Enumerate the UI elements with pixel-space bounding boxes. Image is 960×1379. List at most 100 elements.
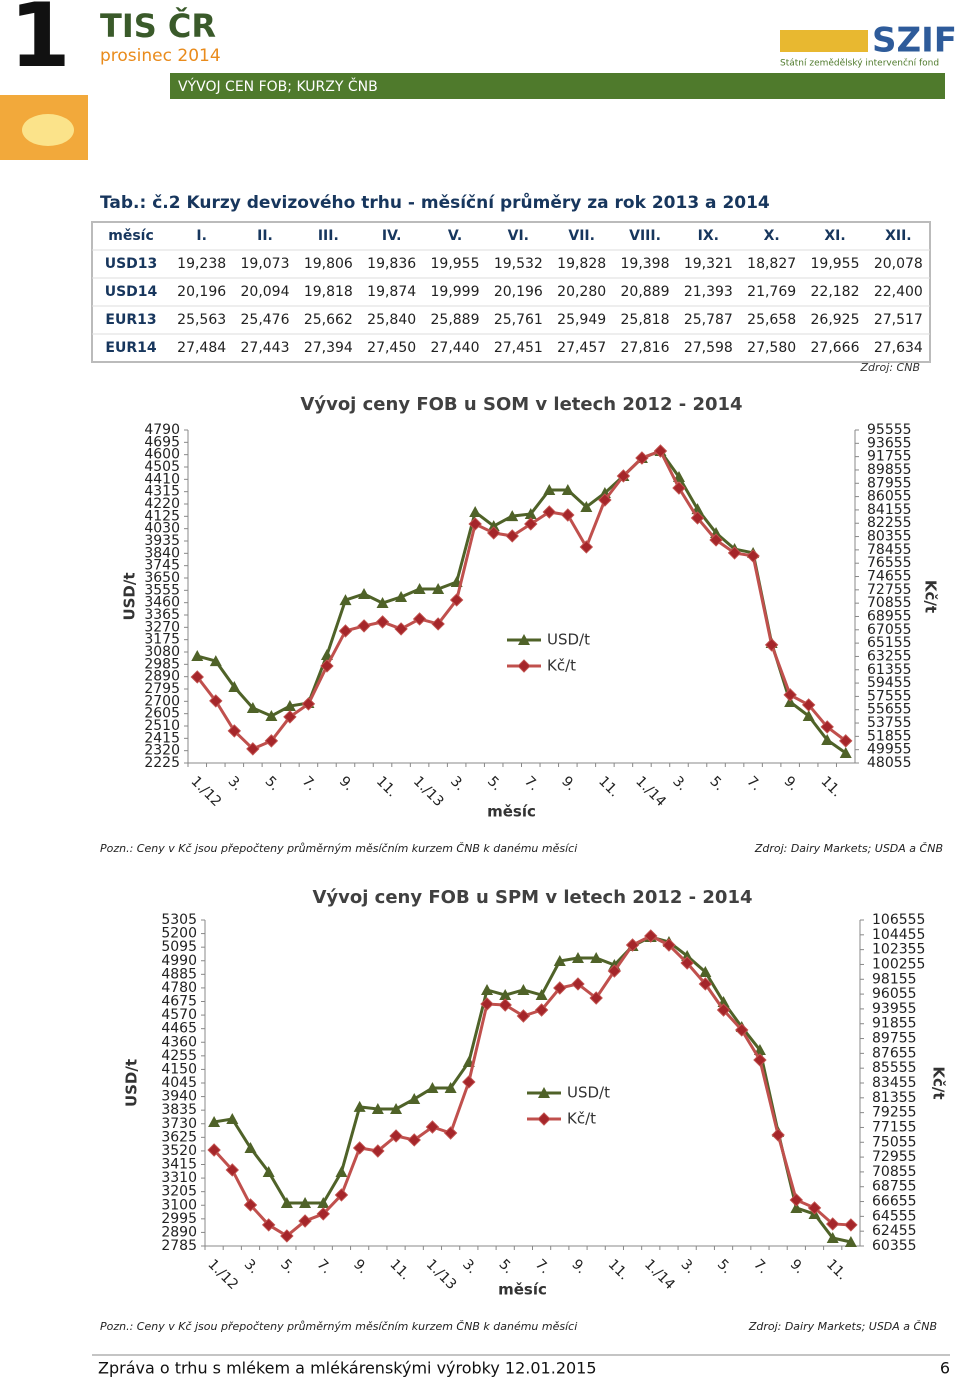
x-tick-label: 3. (669, 773, 690, 794)
marker (553, 955, 566, 967)
table-cell: 20,280 (557, 284, 606, 300)
y-tick-label: 4505 (144, 459, 180, 475)
y2-tick-label: 87655 (872, 1045, 917, 1061)
marker (481, 983, 494, 995)
marker (516, 1009, 531, 1023)
x-tick-label: 3. (225, 773, 246, 794)
y2-tick-label: 53755 (867, 715, 912, 731)
column-header: I. (196, 228, 207, 244)
cheese-icon (22, 114, 74, 146)
y-tick-label: 5095 (161, 939, 197, 955)
table-cell: 19,836 (367, 256, 416, 272)
marker (335, 1166, 348, 1178)
marker (680, 956, 694, 970)
chart-note: Pozn.: Ceny v Kč jsou přepočteny průměrn… (100, 1320, 577, 1333)
table-cell: 22,400 (874, 284, 923, 300)
x-tick-label: 9. (787, 1256, 808, 1277)
x-tick-label: 11. (595, 773, 622, 800)
marker (844, 1235, 857, 1247)
series-line (213, 935, 852, 1244)
table-cell: 27,450 (367, 340, 416, 356)
table-cell: 18,827 (747, 256, 796, 272)
y-tick-label: 4675 (161, 994, 197, 1010)
marker (317, 1197, 330, 1209)
x-tick-label: 7. (521, 773, 542, 794)
column-header: IV. (382, 228, 402, 244)
y-tick-label: 4315 (144, 484, 180, 500)
table-frame (91, 221, 931, 363)
marker (228, 681, 241, 693)
table-cell: 25,563 (177, 312, 226, 328)
marker (709, 533, 723, 547)
marker (298, 1214, 312, 1228)
table-cell: 19,955 (431, 256, 480, 272)
y2-tick-label: 89755 (872, 1031, 917, 1047)
table-cell: 19,238 (177, 256, 226, 272)
y-tick-label: 4360 (161, 1034, 197, 1050)
table-cell: 27,394 (304, 340, 353, 356)
marker (264, 734, 279, 748)
marker (358, 587, 371, 599)
column-header: X. (764, 228, 780, 244)
table-cell: 25,840 (367, 312, 416, 328)
table-cell: 19,999 (431, 284, 480, 300)
page-number: 6 (940, 1359, 950, 1378)
x-tick-label: 3. (677, 1256, 698, 1277)
x-tick-label: 5. (706, 773, 727, 794)
marker (353, 1100, 366, 1112)
marker (690, 511, 705, 525)
marker (561, 508, 575, 522)
y2-tick-label: 64555 (872, 1208, 917, 1224)
x-tick-label: 7. (532, 1256, 553, 1277)
marker (571, 952, 584, 964)
y2-tick-label: 93955 (872, 1001, 917, 1017)
chart-note: Pozn.: Ceny v Kč jsou přepočteny průměrn… (100, 842, 577, 855)
y-tick-label: 5200 (161, 926, 197, 942)
y-tick-label: 4030 (144, 521, 180, 537)
marker (790, 1201, 803, 1213)
y2-tick-label: 76555 (867, 555, 912, 571)
marker (280, 1229, 294, 1243)
marker (338, 624, 353, 638)
x-tick-label: 7. (743, 773, 764, 794)
marker (262, 1166, 275, 1178)
marker (505, 529, 519, 543)
marker (431, 617, 445, 631)
marker (469, 506, 482, 518)
y2-tick-label: 98155 (872, 971, 917, 987)
row-header: EUR14 (105, 340, 156, 356)
y2-tick-label: 82255 (867, 515, 912, 531)
x-tick-label: 1./13 (410, 773, 447, 810)
y-tick-label: 2995 (161, 1211, 197, 1227)
marker (699, 966, 712, 978)
y-tick-label: 3730 (161, 1116, 197, 1132)
issue-date: prosinec 2014 (100, 46, 221, 66)
y-tick-label: 3365 (144, 607, 180, 623)
x-tick-label: 11. (605, 1256, 632, 1283)
marker (443, 1126, 458, 1140)
marker (283, 710, 297, 724)
y2-tick-label: 70855 (867, 595, 912, 611)
legend-label: USD/t (547, 631, 590, 649)
logo: SZIF (872, 21, 957, 61)
y-tick-label: 4255 (161, 1048, 197, 1064)
y-tick-label: 2795 (144, 681, 180, 697)
y2-tick-label: 72755 (867, 582, 912, 598)
marker (395, 590, 408, 602)
marker (534, 1003, 549, 1017)
marker (662, 938, 676, 952)
y-axis-title: USD/t (121, 572, 139, 620)
marker (375, 615, 390, 629)
marker (499, 989, 512, 1001)
marker (653, 444, 668, 458)
table-title: Tab.: č.2 Kurzy devizového trhu - měsíčn… (100, 191, 770, 213)
marker (789, 1193, 804, 1207)
x-tick-label: 9. (350, 1256, 371, 1277)
marker (352, 1141, 367, 1155)
marker (771, 1128, 785, 1142)
y2-tick-label: 67055 (867, 622, 912, 638)
marker (801, 698, 816, 712)
y2-axis-title: Kč/t (922, 580, 940, 613)
y2-tick-label: 55655 (867, 702, 912, 718)
